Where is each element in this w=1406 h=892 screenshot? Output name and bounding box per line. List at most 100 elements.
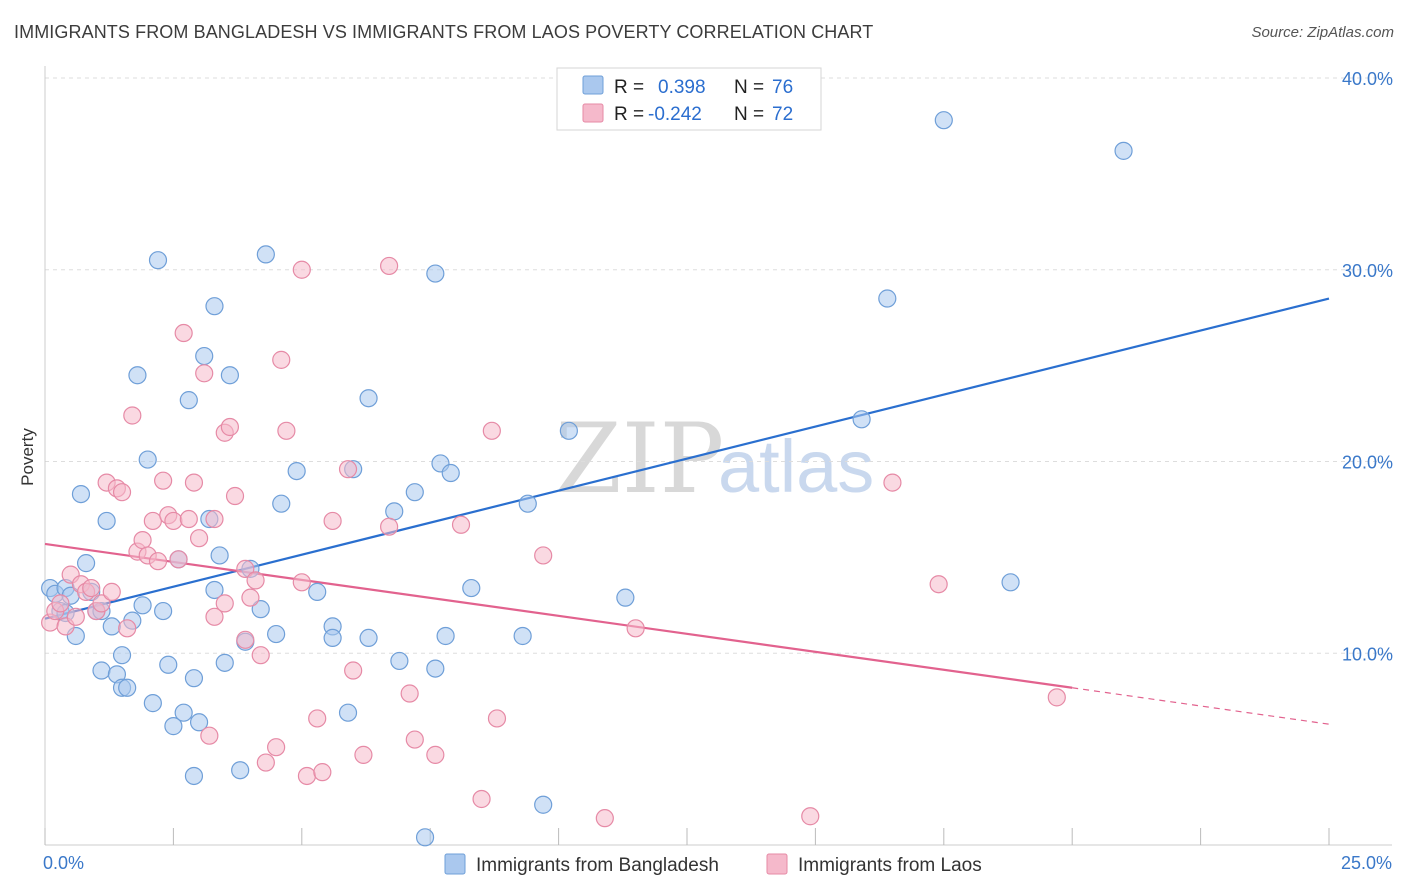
bangladesh-point-27 <box>164 717 183 736</box>
bangladesh-point-56 <box>385 502 404 521</box>
legend-n-label-1: N = <box>734 77 764 98</box>
bangladesh-point-24 <box>148 251 168 270</box>
laos-point-59 <box>451 515 471 534</box>
watermark-atlas: atlas <box>718 425 874 508</box>
laos-point-29 <box>189 529 209 548</box>
laos-point-50 <box>323 511 342 531</box>
bangladesh-point-30 <box>179 391 198 410</box>
laos-point-20 <box>143 511 162 531</box>
laos-point-25 <box>169 550 188 569</box>
laos-point-65 <box>626 619 645 638</box>
laos-point-70 <box>215 594 234 613</box>
laos-point-36 <box>225 486 245 506</box>
laos-point-64 <box>595 809 614 828</box>
bangladesh-point-13 <box>97 511 116 531</box>
series-legend: Immigrants from Bangladesh Immigrants fr… <box>444 853 982 876</box>
y-tick-label-10: 10.0% <box>1342 644 1393 664</box>
bangladesh-point-44 <box>251 600 270 619</box>
bangladesh-point-51 <box>323 628 342 648</box>
laos-point-32 <box>205 509 224 529</box>
bangladesh-point-23 <box>143 694 162 713</box>
laos-point-47 <box>297 766 317 786</box>
laos-point-22 <box>154 471 173 490</box>
bangladesh-point-38 <box>210 546 229 565</box>
bangladesh-trend-line <box>44 297 1330 620</box>
laos-point-56 <box>400 684 419 703</box>
legend-n-value-2: 72 <box>772 104 793 125</box>
data-points <box>41 111 1133 847</box>
laos-point-43 <box>267 738 286 757</box>
laos-point-38 <box>236 630 255 649</box>
bangladesh-point-48 <box>287 461 306 481</box>
bangladesh-point-40 <box>220 366 239 385</box>
laos-point-68 <box>929 575 948 594</box>
y-tick-label-40: 40.0% <box>1342 69 1393 89</box>
bangladesh-point-14 <box>102 617 121 636</box>
laos-point-71 <box>292 260 311 279</box>
legend-r-label-2: R = <box>614 104 644 125</box>
bangladesh-point-31 <box>184 669 204 688</box>
laos-point-8 <box>82 578 101 598</box>
bangladesh-point-21 <box>133 596 152 615</box>
laos-point-5 <box>66 607 85 626</box>
bangladesh-point-12 <box>92 661 111 680</box>
series-legend-label-laos: Immigrants from Laos <box>798 855 982 876</box>
laos-point-21 <box>148 552 168 571</box>
bangladesh-point-37 <box>205 297 224 316</box>
laos-point-49 <box>313 763 332 782</box>
bangladesh-point-70 <box>616 588 635 607</box>
laos-point-15 <box>118 619 137 638</box>
bangladesh-point-33 <box>189 713 209 732</box>
bangladesh-point-7 <box>71 484 91 504</box>
laos-point-30 <box>195 364 214 383</box>
bangladesh-point-18 <box>118 678 137 697</box>
correlation-legend: R = 0.398 N = 76 R = -0.242 N = 72 <box>556 67 822 131</box>
bangladesh-point-59 <box>415 828 435 847</box>
bangladesh-point-34 <box>195 346 214 366</box>
laos-point-24 <box>164 511 183 531</box>
bangladesh-point-47 <box>272 494 291 513</box>
bangladesh-point-71 <box>852 410 871 429</box>
bangladesh-point-20 <box>128 366 147 385</box>
laos-point-39 <box>241 588 260 607</box>
laos-point-40 <box>246 571 265 590</box>
laos-trend-line <box>44 542 1073 689</box>
bangladesh-point-25 <box>154 601 173 621</box>
bangladesh-point-36 <box>205 580 224 600</box>
bangladesh-point-68 <box>534 795 553 814</box>
bangladesh-point-72 <box>878 289 897 308</box>
laos-point-48 <box>308 709 327 728</box>
laos-point-57 <box>405 730 424 749</box>
y-tick-labels: 10.0% 20.0% 30.0% 40.0% <box>1342 69 1393 664</box>
bangladesh-point-67 <box>518 494 537 513</box>
laos-point-52 <box>344 661 363 680</box>
bangladesh-point-69 <box>559 421 578 440</box>
bangladesh-point-8 <box>76 554 96 573</box>
x-tick-label-min: 0.0% <box>43 853 84 873</box>
laos-point-12 <box>102 582 121 601</box>
laos-point-61 <box>482 421 501 440</box>
laos-point-67 <box>883 473 902 492</box>
laos-point-53 <box>354 745 373 764</box>
laos-point-27 <box>179 509 198 529</box>
x-tick-label-max: 25.0% <box>1341 853 1392 873</box>
bangladesh-point-61 <box>426 659 445 678</box>
bangladesh-point-45 <box>256 245 275 264</box>
series-legend-label-bangladesh: Immigrants from Bangladesh <box>476 855 719 876</box>
bangladesh-point-57 <box>390 651 409 671</box>
laos-point-37 <box>236 559 255 578</box>
laos-point-2 <box>51 594 70 613</box>
laos-point-10 <box>92 594 111 613</box>
watermark-zip: ZIP <box>555 403 724 515</box>
legend-r-value-1: 0.398 <box>658 77 706 98</box>
bangladesh-point-39 <box>215 653 234 672</box>
y-axis-label: Poverty <box>18 428 37 486</box>
legend-n-value-1: 76 <box>772 77 793 98</box>
laos-point-55 <box>380 517 399 536</box>
bangladesh-point-32 <box>184 766 204 786</box>
bangladesh-point-66 <box>513 626 532 646</box>
y-tick-label-30: 30.0% <box>1342 261 1393 281</box>
y-tick-label-20: 20.0% <box>1342 453 1393 473</box>
laos-point-63 <box>534 546 553 565</box>
